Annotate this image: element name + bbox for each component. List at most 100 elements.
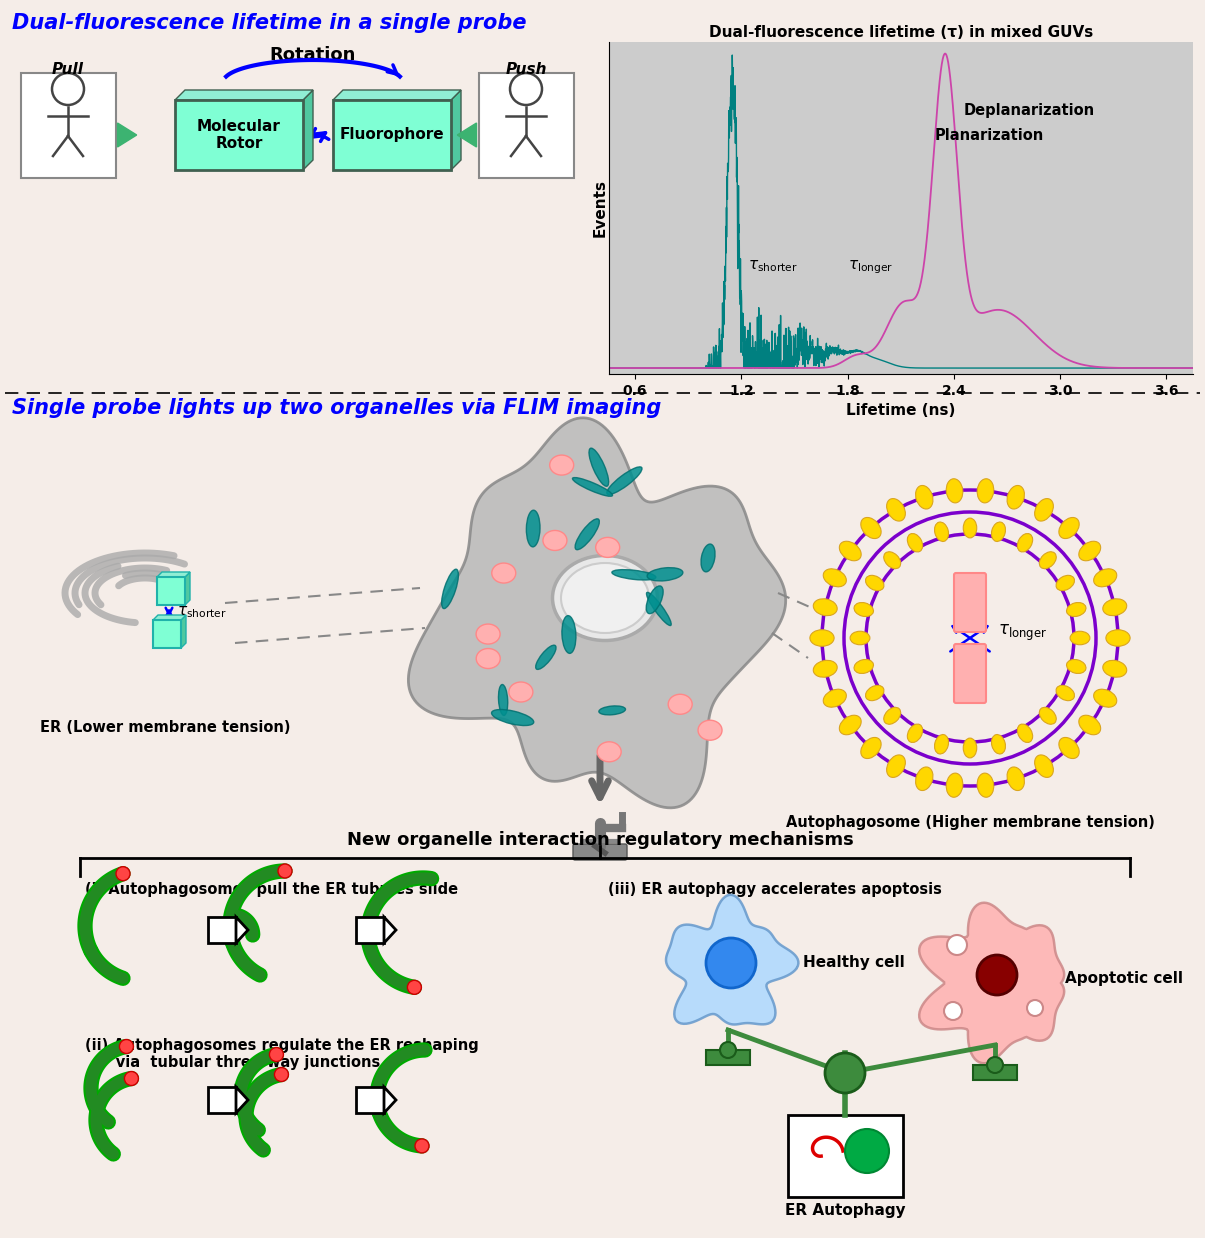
Polygon shape xyxy=(451,90,462,170)
Ellipse shape xyxy=(887,755,905,777)
Circle shape xyxy=(278,864,292,878)
Ellipse shape xyxy=(907,724,923,743)
Ellipse shape xyxy=(813,660,837,677)
Ellipse shape xyxy=(1059,517,1080,539)
FancyBboxPatch shape xyxy=(788,1115,903,1197)
Ellipse shape xyxy=(946,773,963,797)
Ellipse shape xyxy=(854,603,874,617)
Ellipse shape xyxy=(646,586,663,614)
Ellipse shape xyxy=(840,716,862,734)
Polygon shape xyxy=(333,90,462,100)
Ellipse shape xyxy=(977,773,994,797)
Ellipse shape xyxy=(543,530,566,551)
Circle shape xyxy=(270,1047,283,1061)
Polygon shape xyxy=(118,123,136,147)
Text: Pull: Pull xyxy=(52,62,84,77)
Circle shape xyxy=(1027,1000,1044,1016)
Circle shape xyxy=(947,935,966,954)
FancyBboxPatch shape xyxy=(954,644,986,703)
Text: Apoptotic cell: Apoptotic cell xyxy=(1065,971,1183,985)
FancyBboxPatch shape xyxy=(355,917,384,943)
Ellipse shape xyxy=(883,707,900,724)
Ellipse shape xyxy=(698,721,722,740)
Ellipse shape xyxy=(1066,603,1086,617)
Ellipse shape xyxy=(562,615,576,654)
Ellipse shape xyxy=(1035,755,1053,777)
Ellipse shape xyxy=(1056,686,1075,701)
Ellipse shape xyxy=(916,768,933,791)
FancyBboxPatch shape xyxy=(208,1087,236,1113)
Ellipse shape xyxy=(916,485,933,509)
Circle shape xyxy=(116,867,130,880)
Ellipse shape xyxy=(589,448,609,487)
Ellipse shape xyxy=(1007,768,1024,791)
Ellipse shape xyxy=(598,742,621,761)
Ellipse shape xyxy=(647,592,671,625)
Ellipse shape xyxy=(865,576,884,591)
Ellipse shape xyxy=(860,517,881,539)
Circle shape xyxy=(415,1139,429,1153)
Ellipse shape xyxy=(492,709,534,725)
Circle shape xyxy=(944,1002,962,1020)
Text: (i) Autophagosomes pull the ER tubules slide: (i) Autophagosomes pull the ER tubules s… xyxy=(86,881,458,898)
Ellipse shape xyxy=(1017,534,1033,552)
Ellipse shape xyxy=(492,563,516,583)
Circle shape xyxy=(845,1129,889,1172)
Text: Dual-fluorescence lifetime in a single probe: Dual-fluorescence lifetime in a single p… xyxy=(12,14,527,33)
Ellipse shape xyxy=(823,690,846,707)
Ellipse shape xyxy=(599,706,625,714)
Text: Single probe lights up two organelles via FLIM imaging: Single probe lights up two organelles vi… xyxy=(12,397,662,418)
Ellipse shape xyxy=(992,522,1005,541)
Circle shape xyxy=(825,1054,865,1093)
Text: Autophagosome (Higher membrane tension): Autophagosome (Higher membrane tension) xyxy=(786,816,1154,831)
Ellipse shape xyxy=(499,685,507,716)
Polygon shape xyxy=(384,1087,396,1113)
Circle shape xyxy=(124,1072,139,1086)
Ellipse shape xyxy=(935,734,948,754)
Polygon shape xyxy=(458,123,476,147)
Text: ER Autophagy: ER Autophagy xyxy=(784,1203,905,1218)
Ellipse shape xyxy=(963,517,977,537)
X-axis label: Lifetime (ns): Lifetime (ns) xyxy=(846,404,956,418)
Ellipse shape xyxy=(669,695,692,714)
Ellipse shape xyxy=(1039,552,1057,568)
FancyBboxPatch shape xyxy=(478,73,574,178)
FancyBboxPatch shape xyxy=(157,577,186,605)
Polygon shape xyxy=(175,90,313,100)
FancyBboxPatch shape xyxy=(954,573,986,633)
Ellipse shape xyxy=(572,478,612,496)
Ellipse shape xyxy=(595,537,619,557)
Title: Dual-fluorescence lifetime (τ) in mixed GUVs: Dual-fluorescence lifetime (τ) in mixed … xyxy=(709,25,1093,40)
Text: (iii) ER autophagy accelerates apoptosis: (iii) ER autophagy accelerates apoptosis xyxy=(609,881,942,898)
Ellipse shape xyxy=(1070,631,1089,645)
Ellipse shape xyxy=(992,734,1005,754)
Ellipse shape xyxy=(1035,499,1053,521)
Ellipse shape xyxy=(883,552,900,568)
Ellipse shape xyxy=(1078,716,1100,734)
Circle shape xyxy=(275,1067,288,1082)
Ellipse shape xyxy=(854,660,874,673)
Text: Molecular
Rotor: Molecular Rotor xyxy=(198,119,281,151)
Ellipse shape xyxy=(813,599,837,615)
Ellipse shape xyxy=(562,563,649,633)
Ellipse shape xyxy=(509,682,533,702)
Text: Deplanarization: Deplanarization xyxy=(964,103,1095,118)
Ellipse shape xyxy=(701,543,715,572)
Ellipse shape xyxy=(1078,541,1100,561)
Ellipse shape xyxy=(823,568,846,587)
Ellipse shape xyxy=(865,686,884,701)
Circle shape xyxy=(977,954,1017,995)
Text: $\tau_\mathrm{longer}$: $\tau_\mathrm{longer}$ xyxy=(998,623,1047,643)
Ellipse shape xyxy=(1094,690,1117,707)
Ellipse shape xyxy=(553,556,658,640)
Text: $\tau_\mathrm{longer}$: $\tau_\mathrm{longer}$ xyxy=(848,259,893,276)
Polygon shape xyxy=(302,90,313,170)
FancyBboxPatch shape xyxy=(175,100,302,170)
FancyBboxPatch shape xyxy=(355,1087,384,1113)
Ellipse shape xyxy=(887,499,905,521)
Text: Planarization: Planarization xyxy=(935,128,1044,142)
Polygon shape xyxy=(919,903,1064,1063)
Ellipse shape xyxy=(1103,599,1127,615)
Ellipse shape xyxy=(476,624,500,644)
Ellipse shape xyxy=(607,467,642,494)
